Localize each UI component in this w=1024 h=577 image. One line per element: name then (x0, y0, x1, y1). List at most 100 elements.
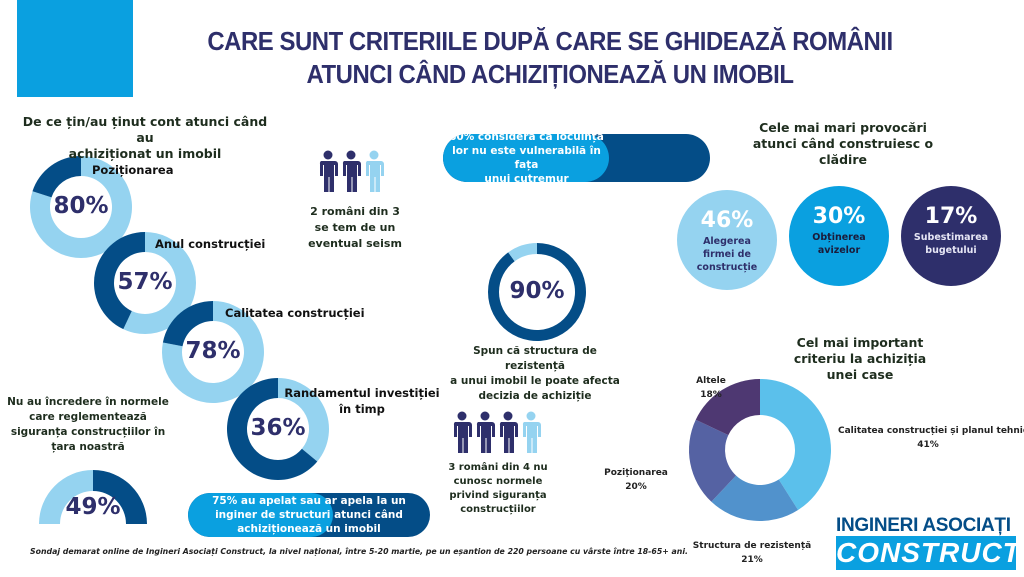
pie-category: Poziționarea (604, 468, 668, 478)
pie-category: Altele (696, 376, 726, 386)
left-heading-line2: achiziționat un imobil (68, 146, 222, 161)
page-title-line2: ATUNCI CÂND ACHIZIȚIONEAZĂ UN IMOBIL (306, 59, 794, 89)
pie-percent: 20% (625, 482, 647, 492)
challenges-heading: Cele mai mari provocări atunci când cons… (713, 120, 973, 168)
donut-57-light-segment (123, 232, 197, 335)
pill-75-text: 75% au apelat sau ar apela la un inginer… (188, 494, 430, 536)
seism-text: 2 români din 3 se tem de un eventual sei… (295, 204, 415, 252)
trust-line: Nu au încredere în normele (7, 396, 169, 408)
pill-line: 75% au apelat sau ar apela la un (212, 495, 406, 507)
donut-78-dark-segment (162, 301, 213, 347)
challenge-circle-30: 30% Obținerea avizelor (789, 186, 889, 286)
challenge-value: 30% (812, 204, 866, 229)
pie-slice-0 (760, 378, 832, 510)
challenge-label-line: Alegerea (703, 236, 751, 247)
challenge-label: Subestimarea bugetului (901, 231, 1001, 257)
norms-line: construcțiilor (460, 504, 536, 515)
donut-label-calitatea: Calitatea construcției (225, 306, 365, 320)
logo-line2: CONSTRUCT (836, 536, 1021, 570)
challenge-value: 17% (924, 204, 978, 229)
challenge-label-line: Obținerea (812, 232, 866, 243)
pie-category: Structura de rezistență (692, 541, 812, 551)
donut-value-80: 80% (53, 193, 109, 219)
trust-line: țara noastră (51, 441, 125, 453)
criteria-heading-line: criteriu la achiziția (793, 351, 927, 366)
pill-60-fill (443, 134, 609, 182)
donut-label-pozitionarea: Poziționarea (92, 163, 174, 177)
person-icon (499, 411, 518, 453)
logo-line1: INGINERI ASOCIAȚI (836, 515, 1011, 536)
pill-75-fill (188, 493, 334, 537)
challenge-circle-46: 46% Alegerea firmei de construcție (677, 190, 777, 290)
decorative-blue-block (17, 0, 133, 97)
structure-line: Spun că structura de rezistență (473, 345, 597, 372)
challenges-heading-line: clădire (818, 152, 867, 167)
challenge-label-line: bugetului (925, 245, 977, 256)
person-icon (522, 411, 541, 453)
donut-value-36: 36% (250, 415, 306, 441)
donut-78-light-segment (162, 301, 265, 404)
donut-value-78: 78% (185, 338, 241, 364)
pill-line: inginer de structuri atunci când (215, 509, 403, 521)
norms-line: cunosc normele (453, 476, 543, 487)
challenge-label-line: Subestimarea (913, 232, 989, 243)
seism-line: se tem de un (314, 221, 396, 234)
people-2-of-3 (318, 150, 387, 196)
challenges-heading-line: atunci când construiesc o (752, 136, 934, 151)
pie-label-structura: Structura de rezistență 21% (682, 539, 822, 567)
challenges-heading-line: Cele mai mari provocări (759, 120, 927, 135)
people-3-of-4 (452, 411, 544, 457)
challenge-label-line: construcție (696, 262, 758, 273)
left-heading: De ce țin/au ținut cont atunci când au a… (20, 114, 270, 162)
donut-80-dark-segment (32, 156, 81, 198)
pie-slice-1 (711, 475, 799, 521)
structure-line: decizia de achiziție (478, 390, 592, 402)
pie-percent: 41% (917, 440, 939, 450)
page-title-line1: CARE SUNT CRITERIILE DUPĂ CARE SE GHIDEA… (207, 26, 893, 56)
pill-60-text: 60% consideră că locuința lor nu este vu… (443, 134, 610, 182)
challenge-label: Obținerea avizelor (789, 231, 889, 257)
structure-text: Spun că structura de rezistență a unui i… (445, 344, 625, 404)
donut-80-light-segment (29, 156, 132, 258)
person-icon (476, 411, 495, 453)
person-icon (342, 150, 361, 192)
half-donut-value-49: 49% (65, 494, 121, 520)
challenge-circle-17: 17% Subestimarea bugetului (901, 186, 1001, 286)
pie-label-calitatea: Calitatea construcției și planul tehnic … (838, 424, 1024, 452)
pie-label-altele: Altele 18% (681, 374, 741, 402)
pie-label-pozitionarea: Poziționarea 20% (600, 466, 672, 494)
criteria-heading: Cel mai important criteriu la achiziția … (760, 335, 960, 383)
seism-line: eventual seism (308, 237, 402, 250)
donut-36-light-segment (278, 378, 329, 462)
pie-slice-2 (689, 419, 737, 502)
trust-text: Nu au încredere în normele care reglemen… (0, 395, 176, 455)
structure-line: a unui imobil le poate afecta (450, 375, 620, 387)
pill-line: lor nu este vulnerabilă în fața (452, 145, 601, 171)
norms-line: privind siguranța (449, 490, 547, 501)
donut-36-dark-segment (227, 378, 318, 480)
person-icon (453, 411, 472, 453)
pill-line: unui cutremur (484, 173, 569, 182)
donut-value-57: 57% (117, 269, 173, 295)
donut-label-anul: Anul construcției (155, 237, 266, 251)
pill-line: achiziționează un imobil (237, 523, 381, 535)
pill-75-percent: 75% au apelat sau ar apela la un inginer… (188, 493, 430, 537)
footer-note: Sondaj demarat online de Ingineri Asocia… (30, 547, 688, 556)
criteria-heading-line: unei case (826, 367, 894, 382)
norms-line: 3 români din 4 nu (448, 462, 548, 473)
person-icon (365, 150, 384, 192)
trust-line: siguranța construcțiilor în (10, 426, 166, 438)
person-icon (319, 150, 338, 192)
norms-text: 3 români din 4 nu cunosc normele privind… (438, 461, 558, 517)
half-donut-49-light-segment (39, 470, 93, 524)
trust-line: care reglementează (29, 411, 147, 423)
donut-value-90: 90% (509, 278, 565, 304)
challenge-label: Alegerea firmei de construcție (677, 235, 777, 274)
pill-line: 60% consideră că locuința (449, 134, 604, 143)
pie-slice-3 (695, 379, 760, 436)
challenge-label-line: firmei de (703, 249, 751, 260)
pie-percent: 21% (741, 555, 763, 565)
pie-category: Calitatea construcției și planul tehnic (838, 426, 1024, 436)
half-donut-49-dark-segment (93, 470, 147, 524)
